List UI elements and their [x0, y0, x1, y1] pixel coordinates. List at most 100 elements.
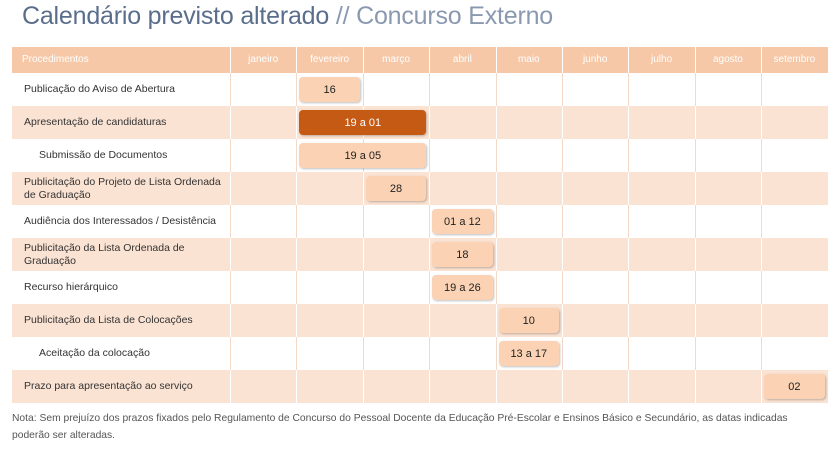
column-divider: [562, 106, 563, 139]
column-divider: [495, 139, 497, 172]
column-divider: [362, 172, 364, 205]
column-divider: [296, 106, 298, 139]
column-divider: [694, 172, 696, 205]
table-row: Audiência dos Interessados / Desistência…: [12, 205, 828, 238]
table-row: Publicitação da Lista de Colocações 10: [12, 304, 828, 337]
column-divider: [495, 337, 497, 370]
date-bar: 19 a 01: [299, 110, 427, 135]
column-divider: [362, 304, 364, 337]
header-month-7: agosto: [712, 54, 743, 65]
procedure-label: Publicitação do Projeto de Lista Ordenad…: [24, 175, 221, 201]
footnote: Nota: Sem prejuízo dos prazos fixados pe…: [12, 413, 788, 441]
title-main: Calendário previsto alterado: [22, 2, 330, 30]
column-divider: [495, 304, 497, 337]
column-divider: [362, 271, 364, 304]
header-month-5: junho: [582, 54, 608, 65]
table-row: Submissão de Documentos 19 a 05: [12, 139, 828, 172]
column-divider: [628, 370, 630, 403]
column-divider: [694, 106, 696, 139]
title-subtitle: Concurso Externo: [356, 2, 553, 30]
column-divider: [628, 106, 630, 139]
procedure-label: Publicitação da Lista de Colocações: [24, 314, 193, 326]
procedure-label: Audiência dos Interessados / Desistência: [24, 215, 217, 227]
column-divider: [495, 73, 497, 106]
column-divider: [495, 106, 497, 139]
procedure-label: Prazo para apresentação ao serviço: [24, 380, 193, 392]
procedure-label: Apresentação de candidaturas: [24, 116, 167, 128]
column-divider: [296, 139, 298, 172]
column-divider: [495, 370, 497, 403]
column-divider: [230, 205, 231, 238]
header-divider: [694, 47, 696, 73]
column-divider: [562, 205, 563, 238]
column-divider: [761, 139, 763, 172]
header-month-6: julho: [651, 54, 673, 65]
column-divider: [694, 304, 696, 337]
column-divider: [562, 73, 563, 106]
column-divider: [628, 73, 630, 106]
column-divider: [296, 238, 298, 271]
header-month-8: setembro: [773, 54, 816, 65]
column-divider: [628, 337, 630, 370]
column-divider: [562, 271, 563, 304]
column-divider: [429, 73, 431, 106]
date-bar: 19 a 05: [299, 143, 427, 168]
column-divider: [562, 337, 563, 370]
column-divider: [362, 370, 364, 403]
column-divider: [761, 271, 763, 304]
procedure-label: Submissão de Documentos: [39, 149, 168, 161]
column-divider: [230, 304, 231, 337]
column-divider: [761, 106, 763, 139]
procedure-label: Publicação do Aviso de Abertura: [24, 83, 175, 95]
page-title: Calendário previsto alterado // Concurso…: [22, 2, 553, 31]
column-divider: [562, 238, 563, 271]
column-divider: [429, 139, 431, 172]
column-divider: [562, 304, 563, 337]
column-divider: [296, 271, 298, 304]
header-divider: [296, 47, 298, 73]
column-divider: [230, 172, 231, 205]
column-divider: [230, 73, 231, 106]
procedure-label: Aceitação da colocação: [39, 347, 150, 359]
column-divider: [495, 271, 497, 304]
column-divider: [628, 139, 630, 172]
column-divider: [628, 238, 630, 271]
column-divider: [296, 370, 298, 403]
column-divider: [562, 172, 563, 205]
header-month-0: janeiro: [248, 54, 279, 65]
date-bar: 13 a 17: [498, 341, 559, 366]
header-procedimentos: Procedimentos: [22, 54, 89, 65]
column-divider: [694, 271, 696, 304]
column-divider: [628, 172, 630, 205]
header-month-1: fevereiro: [310, 54, 350, 65]
header-month-2: março: [382, 54, 410, 65]
column-divider: [495, 238, 497, 271]
date-bar: 19 a 26: [432, 275, 493, 300]
table-row: Apresentação de candidaturas 19 a 01: [12, 106, 828, 139]
title-separator: //: [335, 2, 350, 30]
column-divider: [694, 238, 696, 271]
column-divider: [230, 337, 231, 370]
table-row: Publicitação do Projeto de Lista Ordenad…: [12, 172, 828, 205]
column-divider: [296, 73, 298, 106]
column-divider: [694, 205, 696, 238]
column-divider: [230, 271, 231, 304]
column-divider: [761, 238, 763, 271]
header-divider: [230, 47, 231, 73]
column-divider: [230, 370, 231, 403]
column-divider: [296, 337, 298, 370]
column-divider: [628, 304, 630, 337]
table-row: Publicitação da Lista Ordenada de Gradua…: [12, 238, 828, 271]
table-row: Aceitação da colocação 13 a 17: [12, 337, 828, 370]
column-divider: [761, 304, 763, 337]
column-divider: [362, 337, 364, 370]
column-divider: [562, 370, 563, 403]
column-divider: [761, 370, 763, 403]
column-divider: [694, 337, 696, 370]
column-divider: [362, 73, 364, 106]
column-divider: [429, 337, 431, 370]
calendar-table: Procedimentos janeiro fevereiro março abril…: [12, 47, 828, 403]
table-row: Prazo para apresentação ao serviço 02: [12, 370, 828, 403]
header-month-3: abril: [452, 54, 472, 65]
column-divider: [495, 205, 497, 238]
